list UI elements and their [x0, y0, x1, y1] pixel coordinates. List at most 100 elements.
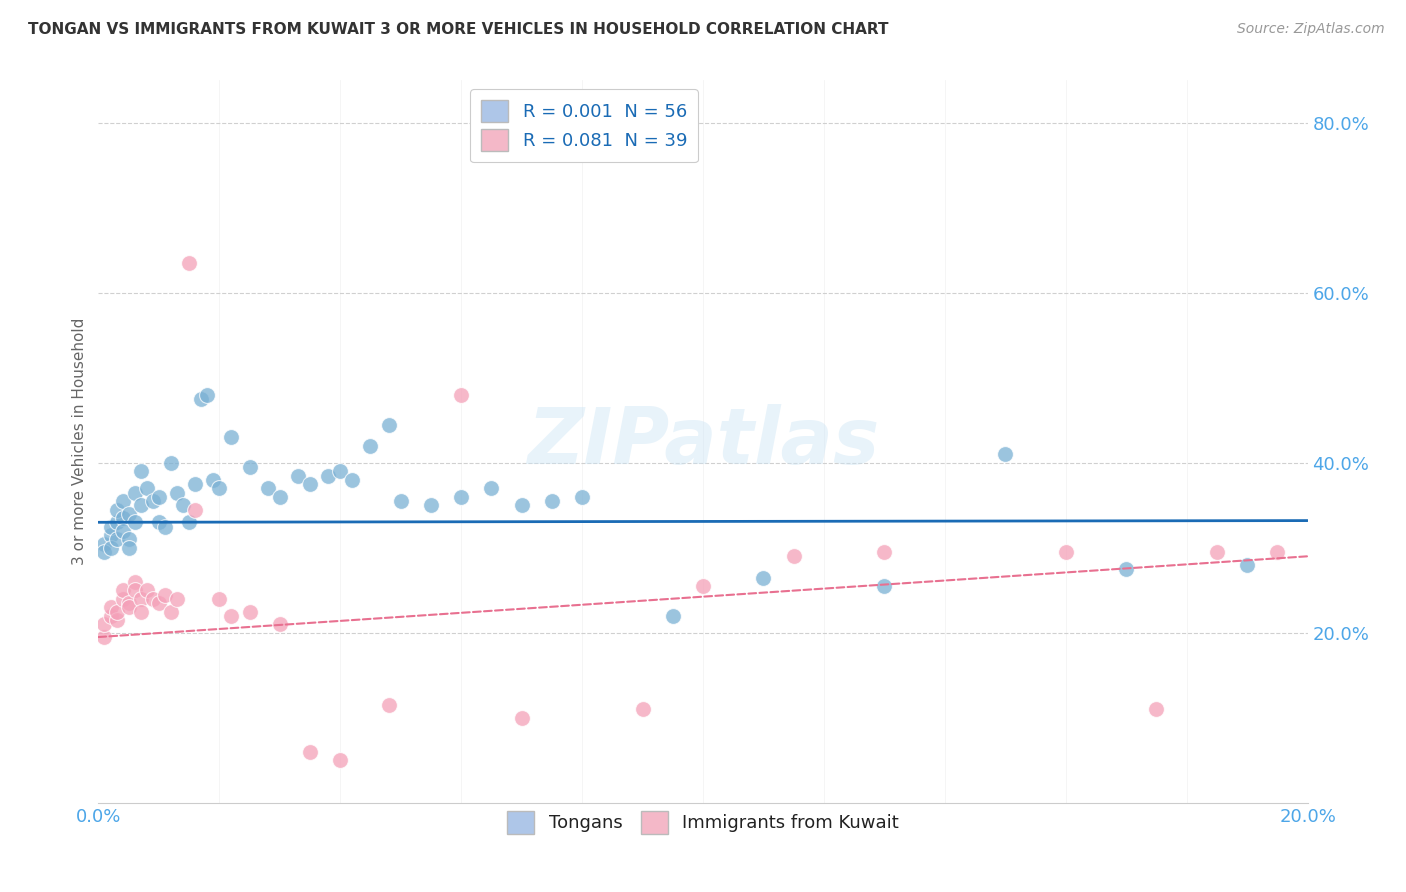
Point	[111, 511, 134, 525]
Point	[208, 481, 231, 495]
Point	[179, 256, 201, 270]
Point	[299, 477, 322, 491]
Point	[202, 473, 225, 487]
Point	[166, 591, 188, 606]
Point	[360, 439, 382, 453]
Point	[142, 494, 165, 508]
Point	[105, 613, 128, 627]
Point	[105, 502, 128, 516]
Point	[160, 456, 183, 470]
Point	[124, 485, 146, 500]
Point	[135, 583, 157, 598]
Point	[118, 533, 141, 547]
Point	[111, 494, 134, 508]
Point	[571, 490, 593, 504]
Point	[269, 617, 291, 632]
Point	[299, 745, 322, 759]
Point	[93, 617, 115, 632]
Point	[135, 481, 157, 495]
Point	[118, 507, 141, 521]
Point	[256, 481, 278, 495]
Point	[93, 545, 115, 559]
Point	[208, 591, 231, 606]
Point	[129, 591, 152, 606]
Point	[752, 570, 775, 584]
Point	[105, 605, 128, 619]
Point	[148, 516, 170, 530]
Point	[510, 498, 533, 512]
Point	[510, 711, 533, 725]
Point	[1236, 558, 1258, 572]
Point	[111, 524, 134, 538]
Point	[873, 579, 896, 593]
Point	[93, 630, 115, 644]
Point	[153, 588, 176, 602]
Point	[540, 494, 562, 508]
Point	[105, 533, 128, 547]
Point	[1054, 545, 1077, 559]
Point	[93, 536, 115, 550]
Point	[153, 519, 176, 533]
Point	[105, 516, 128, 530]
Point	[1115, 562, 1137, 576]
Point	[148, 596, 170, 610]
Point	[329, 753, 352, 767]
Point	[118, 600, 141, 615]
Point	[377, 417, 399, 432]
Point	[100, 528, 122, 542]
Point	[118, 541, 141, 555]
Point	[221, 430, 243, 444]
Point	[184, 477, 207, 491]
Point	[160, 605, 183, 619]
Point	[184, 502, 207, 516]
Point	[1267, 545, 1289, 559]
Point	[269, 490, 291, 504]
Text: TONGAN VS IMMIGRANTS FROM KUWAIT 3 OR MORE VEHICLES IN HOUSEHOLD CORRELATION CHA: TONGAN VS IMMIGRANTS FROM KUWAIT 3 OR MO…	[28, 22, 889, 37]
Point	[329, 464, 352, 478]
Point	[190, 392, 212, 406]
Point	[124, 516, 146, 530]
Point	[316, 468, 339, 483]
Point	[239, 460, 262, 475]
Point	[377, 698, 399, 712]
Point	[100, 541, 122, 555]
Point	[129, 605, 152, 619]
Point	[124, 583, 146, 598]
Text: ZIPatlas: ZIPatlas	[527, 403, 879, 480]
Point	[129, 498, 152, 512]
Legend: Tongans, Immigrants from Kuwait: Tongans, Immigrants from Kuwait	[496, 801, 910, 845]
Point	[239, 605, 262, 619]
Point	[783, 549, 806, 564]
Point	[661, 608, 683, 623]
Point	[420, 498, 443, 512]
Point	[124, 574, 146, 589]
Point	[873, 545, 896, 559]
Point	[287, 468, 309, 483]
Point	[994, 447, 1017, 461]
Point	[389, 494, 412, 508]
Point	[100, 519, 122, 533]
Point	[1206, 545, 1229, 559]
Point	[166, 485, 188, 500]
Point	[142, 591, 165, 606]
Point	[221, 608, 243, 623]
Point	[692, 579, 714, 593]
Point	[450, 388, 472, 402]
Point	[631, 702, 654, 716]
Y-axis label: 3 or more Vehicles in Household: 3 or more Vehicles in Household	[72, 318, 87, 566]
Point	[129, 464, 152, 478]
Point	[172, 498, 194, 512]
Point	[148, 490, 170, 504]
Point	[118, 596, 141, 610]
Point	[100, 608, 122, 623]
Point	[111, 583, 134, 598]
Point	[1144, 702, 1167, 716]
Point	[111, 591, 134, 606]
Point	[100, 600, 122, 615]
Text: Source: ZipAtlas.com: Source: ZipAtlas.com	[1237, 22, 1385, 37]
Point	[195, 388, 218, 402]
Point	[342, 473, 364, 487]
Point	[481, 481, 503, 495]
Point	[179, 516, 201, 530]
Point	[450, 490, 472, 504]
